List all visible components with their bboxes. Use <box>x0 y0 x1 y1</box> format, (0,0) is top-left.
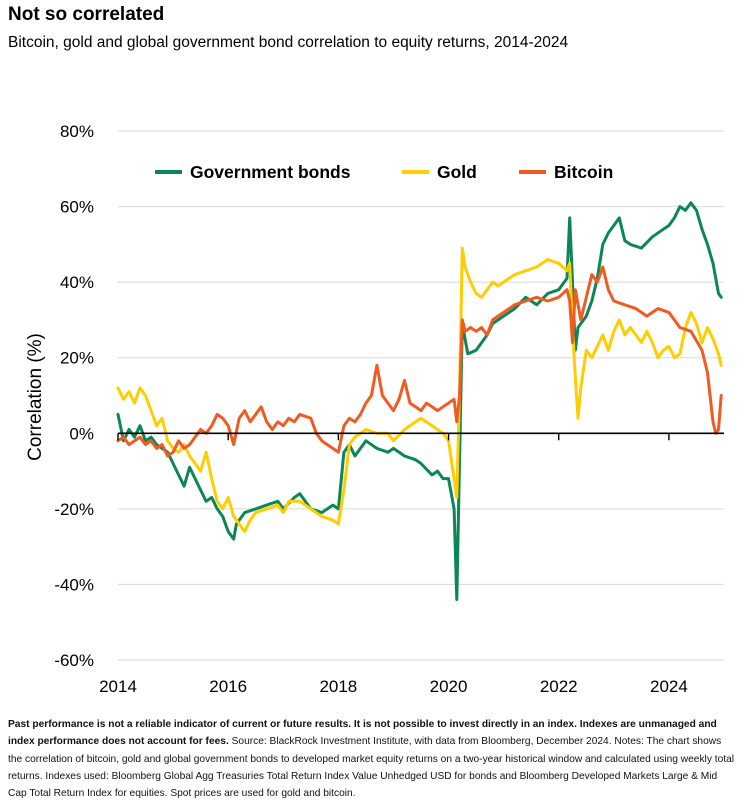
x-tick-label: 2022 <box>540 677 578 696</box>
y-tick-label: 0% <box>69 424 94 443</box>
line-chart: -60%-40%-20%0%20%40%60%80% 2014 2016 2018 2… <box>25 122 724 696</box>
x-axis-ticks: 2014 2016 2018 2020 2022 2024 <box>99 677 688 696</box>
y-tick-label: -60% <box>54 651 94 670</box>
chart-title: Not so correlated <box>8 4 165 25</box>
y-tick-label: 80% <box>60 122 94 141</box>
y-tick-label: 40% <box>60 273 94 292</box>
y-tick-label: -20% <box>54 500 94 519</box>
legend-label: Bitcoin <box>554 162 613 182</box>
y-tick-label: 60% <box>60 198 94 217</box>
legend-label: Gold <box>437 162 477 182</box>
x-tick-label: 2016 <box>209 677 247 696</box>
footnote-source: Source: BlackRock Investment Institute, … <box>8 736 734 800</box>
y-axis-label: Correlation (%) <box>25 333 46 461</box>
footnote: Past performance is not a reliable indic… <box>8 716 736 802</box>
x-tick-label: 2020 <box>430 677 468 696</box>
y-axis-ticks: -60% -40% -20% 0% 20% 40% 60% 80% <box>54 122 94 670</box>
zero-axis <box>117 432 724 441</box>
x-tick-label: 2024 <box>650 677 688 696</box>
chart-subtitle: Bitcoin, gold and global government bond… <box>8 34 569 51</box>
x-tick-label: 2014 <box>99 677 137 696</box>
legend-label: Government bonds <box>190 162 351 182</box>
legend: Government bonds Gold Bitcoin <box>155 162 613 182</box>
series-line-government-bonds <box>116 201 723 601</box>
y-tick-label: 20% <box>60 349 94 368</box>
y-tick-label: -40% <box>54 575 94 594</box>
series-line-gold <box>116 246 723 533</box>
series-line-bitcoin <box>116 265 723 458</box>
x-tick-label: 2018 <box>319 677 357 696</box>
gridlines <box>118 130 724 661</box>
series-lines <box>116 201 723 601</box>
footnote-disclaimer: Past performance is not a reliable indic… <box>8 719 717 748</box>
